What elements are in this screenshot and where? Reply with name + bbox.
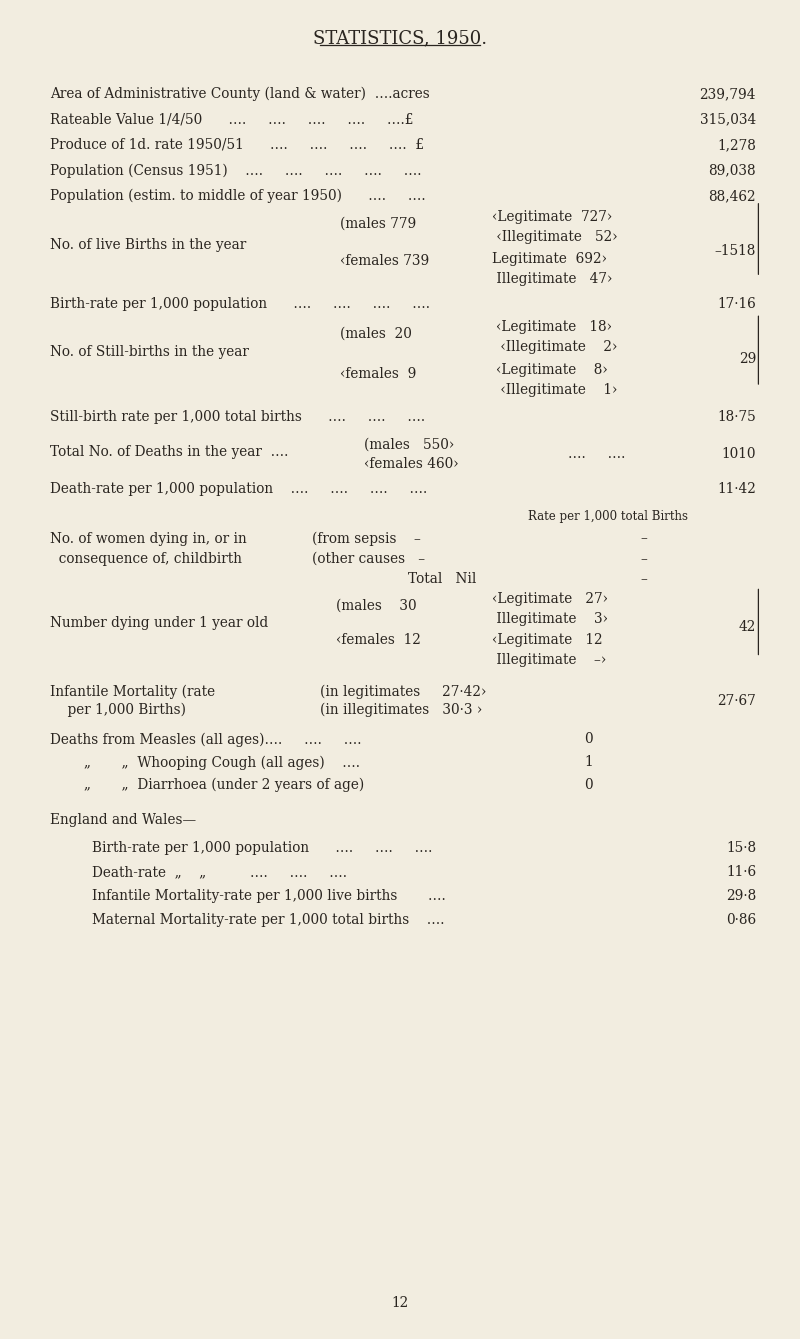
Text: 11·6: 11·6 <box>726 865 756 878</box>
Text: (other causes   –: (other causes – <box>312 552 425 565</box>
Text: No. of Still-births in the year: No. of Still-births in the year <box>50 345 249 359</box>
Text: 239,794: 239,794 <box>699 87 756 100</box>
Text: Area of Administrative County (land & water)  ….acres: Area of Administrative County (land & wa… <box>50 87 430 102</box>
Text: Illegitimate   47›: Illegitimate 47› <box>492 272 612 285</box>
Text: 11·42: 11·42 <box>717 482 756 495</box>
Text: 0: 0 <box>584 732 593 746</box>
Text: 29: 29 <box>738 352 756 366</box>
Text: 1: 1 <box>584 755 593 769</box>
Text: (males   550›: (males 550› <box>364 438 454 451</box>
Text: Death-rate  „    „          ….     ….     ….: Death-rate „ „ …. …. …. <box>92 865 347 878</box>
Text: per 1,000 Births): per 1,000 Births) <box>50 703 186 718</box>
Text: Rateable Value 1/4/50      ….     ….     ….     ….     ….£: Rateable Value 1/4/50 …. …. …. …. ….£ <box>50 112 413 126</box>
Text: 0: 0 <box>584 778 593 791</box>
Text: 27·67: 27·67 <box>718 694 756 707</box>
Text: ‹Illegitimate    1›: ‹Illegitimate 1› <box>496 383 618 396</box>
Text: –: – <box>640 552 647 565</box>
Text: (males    30: (males 30 <box>336 599 417 612</box>
Text: 0·86: 0·86 <box>726 913 756 927</box>
Text: ….     ….: …. …. <box>568 447 626 461</box>
Text: Infantile Mortality-rate per 1,000 live births       ….: Infantile Mortality-rate per 1,000 live … <box>92 889 446 902</box>
Text: ‹Legitimate   12: ‹Legitimate 12 <box>492 633 602 647</box>
Text: (in illegitimates   30·3 ›: (in illegitimates 30·3 › <box>320 703 482 718</box>
Text: Deaths from Measles (all ages)….     ….     ….: Deaths from Measles (all ages)…. …. …. <box>50 732 361 747</box>
Text: –1518: –1518 <box>714 244 756 257</box>
Text: –: – <box>640 532 647 545</box>
Text: ‹females 460›: ‹females 460› <box>364 457 458 470</box>
Text: Population (estim. to middle of year 1950)      ….     ….: Population (estim. to middle of year 195… <box>50 189 426 204</box>
Text: No. of live Births in the year: No. of live Births in the year <box>50 238 246 252</box>
Text: 315,034: 315,034 <box>700 112 756 126</box>
Text: (males  20: (males 20 <box>340 327 412 340</box>
Text: Maternal Mortality-rate per 1,000 total births    ….: Maternal Mortality-rate per 1,000 total … <box>92 913 445 927</box>
Text: „       „  Diarrhoea (under 2 years of age): „ „ Diarrhoea (under 2 years of age) <box>84 778 364 793</box>
Text: consequence of, childbirth: consequence of, childbirth <box>50 552 242 565</box>
Text: Birth-rate per 1,000 population      ….     ….     ….     ….: Birth-rate per 1,000 population …. …. ….… <box>50 297 430 311</box>
Text: Rate per 1,000 total Births: Rate per 1,000 total Births <box>528 510 688 524</box>
Text: 42: 42 <box>738 620 756 633</box>
Text: Still-birth rate per 1,000 total births      ….     ….     ….: Still-birth rate per 1,000 total births … <box>50 410 425 423</box>
Text: ‹Legitimate   18›: ‹Legitimate 18› <box>496 320 612 333</box>
Text: Total No. of Deaths in the year  ….: Total No. of Deaths in the year …. <box>50 445 288 458</box>
Text: Illegitimate    –›: Illegitimate –› <box>492 653 606 667</box>
Text: 29·8: 29·8 <box>726 889 756 902</box>
Text: 12: 12 <box>391 1296 409 1310</box>
Text: 89,038: 89,038 <box>708 163 756 177</box>
Text: 15·8: 15·8 <box>726 841 756 854</box>
Text: ‹females  12: ‹females 12 <box>336 633 421 647</box>
Text: Total   Nil: Total Nil <box>408 572 476 585</box>
Text: –: – <box>640 572 647 585</box>
Text: ‹females 739: ‹females 739 <box>340 254 430 268</box>
Text: ‹Legitimate   27›: ‹Legitimate 27› <box>492 592 608 605</box>
Text: ‹females  9: ‹females 9 <box>340 367 416 380</box>
Text: 17·16: 17·16 <box>718 297 756 311</box>
Text: 1,278: 1,278 <box>717 138 756 151</box>
Text: 88,462: 88,462 <box>708 189 756 202</box>
Text: Infantile Mortality (rate: Infantile Mortality (rate <box>50 684 214 699</box>
Text: ‹Illegitimate   52›: ‹Illegitimate 52› <box>492 230 618 244</box>
Text: ‹Legitimate    8›: ‹Legitimate 8› <box>496 363 608 376</box>
Text: Illegitimate    3›: Illegitimate 3› <box>492 612 608 625</box>
Text: Birth-rate per 1,000 population      ….     ….     ….: Birth-rate per 1,000 population …. …. …. <box>92 841 432 854</box>
Text: Number dying under 1 year old: Number dying under 1 year old <box>50 616 268 629</box>
Text: No. of women dying in, or in: No. of women dying in, or in <box>50 532 246 545</box>
Text: (from sepsis    –: (from sepsis – <box>312 532 421 546</box>
Text: (males 779: (males 779 <box>340 217 416 230</box>
Text: England and Wales—: England and Wales— <box>50 813 196 826</box>
Text: 1010: 1010 <box>722 447 756 461</box>
Text: ‹Legitimate  727›: ‹Legitimate 727› <box>492 210 612 224</box>
Text: „       „  Whooping Cough (all ages)    ….: „ „ Whooping Cough (all ages) …. <box>84 755 360 770</box>
Text: 18·75: 18·75 <box>718 410 756 423</box>
Text: Legitimate  692›: Legitimate 692› <box>492 252 607 265</box>
Text: Population (Census 1951)    ….     ….     ….     ….     ….: Population (Census 1951) …. …. …. …. …. <box>50 163 421 178</box>
Text: STATISTICS, 1950.: STATISTICS, 1950. <box>313 29 487 47</box>
Text: ‹Illegitimate    2›: ‹Illegitimate 2› <box>496 340 618 353</box>
Text: (in legitimates     27·42›: (in legitimates 27·42› <box>320 684 486 699</box>
Text: Death-rate per 1,000 population    ….     ….     ….     ….: Death-rate per 1,000 population …. …. ….… <box>50 482 427 495</box>
Text: Produce of 1d. rate 1950/51      ….     ….     ….     ….  £: Produce of 1d. rate 1950/51 …. …. …. …. … <box>50 138 424 151</box>
